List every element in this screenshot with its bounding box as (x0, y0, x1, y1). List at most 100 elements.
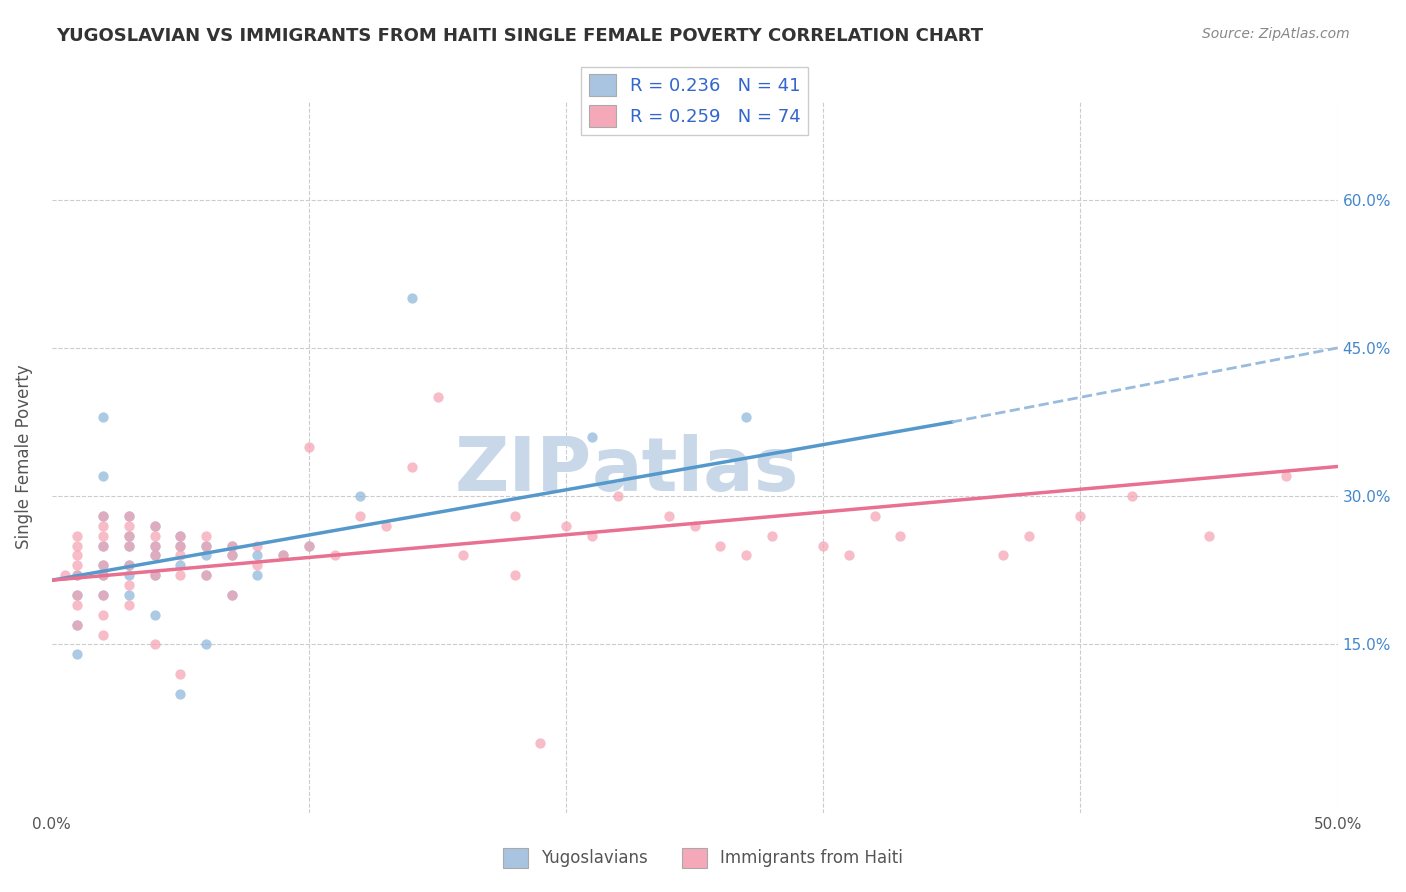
Point (1018, 529, 1040, 543)
Point (581, 430, 603, 444)
Point (118, 588, 141, 602)
Point (91, 529, 114, 543)
Point (169, 549, 191, 563)
Point (683, 518, 706, 533)
Point (221, 549, 243, 563)
Text: ZIP: ZIP (454, 434, 592, 508)
Point (66, 598, 89, 612)
Point (221, 549, 243, 563)
Point (169, 529, 191, 543)
Point (118, 558, 141, 573)
Point (298, 440, 321, 454)
Point (169, 539, 191, 553)
Point (91, 469, 114, 483)
Point (221, 588, 243, 602)
Point (91, 607, 114, 622)
Point (195, 549, 218, 563)
Point (143, 637, 166, 651)
Point (323, 549, 346, 563)
Point (349, 508, 371, 523)
Text: Source: ZipAtlas.com: Source: ZipAtlas.com (1202, 27, 1350, 41)
Point (143, 607, 166, 622)
Point (143, 518, 166, 533)
Point (118, 568, 141, 582)
Point (221, 539, 243, 553)
Point (169, 539, 191, 553)
Point (66, 648, 89, 662)
Point (118, 508, 141, 523)
Point (91, 518, 114, 533)
Point (66, 568, 89, 582)
Point (993, 549, 1015, 563)
Point (451, 549, 474, 563)
Point (66, 617, 89, 632)
Point (401, 292, 423, 306)
Point (143, 568, 166, 582)
Point (118, 558, 141, 573)
Point (529, 736, 551, 750)
Point (143, 549, 166, 563)
Point (271, 549, 294, 563)
Point (91, 508, 114, 523)
Point (169, 568, 191, 582)
Text: atlas: atlas (592, 434, 799, 508)
Point (863, 508, 886, 523)
Point (401, 459, 423, 474)
Point (66, 588, 89, 602)
Point (735, 549, 758, 563)
Point (118, 508, 141, 523)
Point (91, 539, 114, 553)
Point (143, 549, 166, 563)
Point (1275, 469, 1298, 483)
Point (66, 539, 89, 553)
Point (118, 578, 141, 592)
Point (195, 529, 218, 543)
Point (169, 667, 191, 681)
Point (169, 529, 191, 543)
Point (66, 558, 89, 573)
Point (221, 539, 243, 553)
Point (53, 568, 76, 582)
Point (349, 489, 371, 503)
Point (66, 549, 89, 563)
Point (813, 539, 835, 553)
Point (298, 539, 321, 553)
Point (66, 588, 89, 602)
Point (66, 617, 89, 632)
Point (195, 568, 218, 582)
Point (246, 558, 269, 573)
Point (503, 508, 526, 523)
Point (118, 539, 141, 553)
Point (761, 529, 783, 543)
Point (555, 518, 578, 533)
Point (1121, 489, 1143, 503)
Point (169, 687, 191, 701)
Point (91, 588, 114, 602)
Point (143, 539, 166, 553)
Y-axis label: Single Female Poverty: Single Female Poverty (15, 364, 32, 549)
Point (271, 549, 294, 563)
Point (195, 568, 218, 582)
Point (195, 637, 218, 651)
Point (606, 489, 628, 503)
Point (143, 529, 166, 543)
Point (503, 568, 526, 582)
Legend: R = 0.236   N = 41, R = 0.259   N = 74: R = 0.236 N = 41, R = 0.259 N = 74 (581, 67, 808, 135)
Point (221, 588, 243, 602)
Point (118, 598, 141, 612)
Point (143, 539, 166, 553)
Point (91, 588, 114, 602)
Point (66, 529, 89, 543)
Point (581, 529, 603, 543)
Point (118, 529, 141, 543)
Point (91, 558, 114, 573)
Point (143, 518, 166, 533)
Point (709, 539, 731, 553)
Legend: Yugoslavians, Immigrants from Haiti: Yugoslavians, Immigrants from Haiti (496, 841, 910, 875)
Point (91, 410, 114, 425)
Point (118, 529, 141, 543)
Point (195, 539, 218, 553)
Point (298, 539, 321, 553)
Point (91, 568, 114, 582)
Point (838, 549, 860, 563)
